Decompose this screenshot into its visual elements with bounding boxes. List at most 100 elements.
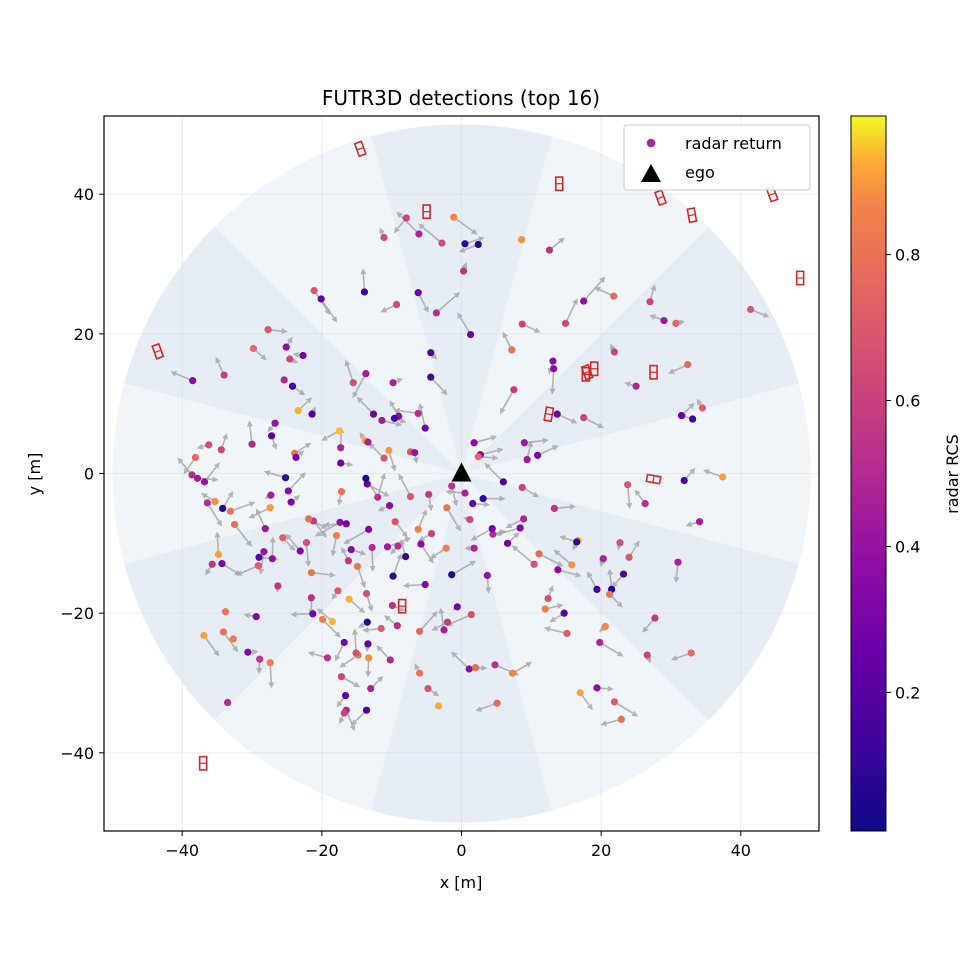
- colorbar: 0.2 0.4 0.6 0.8 radar RCS: [850, 115, 962, 832]
- velocity-arrow: [435, 291, 461, 314]
- velocity-arrow: [453, 216, 478, 235]
- radar-point: [466, 330, 475, 339]
- radar-point: [440, 626, 448, 634]
- detection-box: [543, 406, 555, 423]
- radar-point: [510, 386, 518, 394]
- radar-point: [220, 371, 228, 379]
- radar-point: [380, 454, 388, 462]
- radar-point: [625, 553, 633, 561]
- colorbar-ticks: 0.2 0.4 0.6 0.8: [886, 246, 920, 702]
- radar-point: [337, 444, 345, 452]
- radar-point: [417, 540, 425, 548]
- radar-point: [660, 316, 668, 325]
- radar-point: [352, 649, 360, 657]
- radar-point: [205, 441, 213, 449]
- radar-point: [599, 555, 607, 563]
- radar-point: [332, 532, 341, 540]
- colorbar-label: radar RCS: [943, 434, 962, 514]
- radar-point: [260, 548, 268, 556]
- radar-point: [385, 446, 393, 455]
- radar-point: [287, 498, 295, 506]
- radar-point: [698, 404, 706, 412]
- y-tick-label: −20: [60, 604, 94, 623]
- radar-point: [421, 424, 429, 432]
- velocity-arrow: [206, 502, 223, 527]
- radar-point: [267, 491, 275, 499]
- radar-point: [353, 562, 362, 570]
- radar-point: [360, 288, 369, 296]
- radar-point: [292, 453, 300, 462]
- radar-point: [385, 502, 394, 510]
- radar-point: [318, 615, 327, 624]
- radar-point: [294, 407, 302, 415]
- radar-point: [274, 582, 282, 590]
- range-sector: [461, 473, 799, 721]
- radar-point: [296, 547, 304, 555]
- radar-point: [390, 414, 399, 422]
- radar-point: [365, 525, 373, 533]
- radar-point: [244, 648, 252, 656]
- radar-point: [256, 655, 264, 663]
- detection-box: [353, 140, 367, 158]
- radar-point: [434, 702, 443, 710]
- radar-point: [203, 499, 211, 507]
- radar-point: [563, 629, 571, 637]
- range-sectors: [112, 124, 811, 823]
- radar-point: [530, 560, 538, 568]
- x-axis-label: x [m]: [440, 873, 483, 892]
- radar-point: [200, 478, 209, 486]
- radar-point: [254, 562, 262, 570]
- radar-point: [553, 410, 561, 418]
- range-sector: [461, 473, 709, 811]
- radar-point: [217, 446, 225, 454]
- radar-point: [334, 587, 342, 595]
- legend-box: [623, 124, 811, 191]
- radar-point: [689, 415, 697, 423]
- radar-point: [200, 631, 208, 640]
- range-sector: [214, 136, 462, 474]
- radar-point: [593, 585, 601, 594]
- radar-point: [610, 292, 618, 300]
- radar-point: [378, 416, 386, 425]
- velocity-arrow: [564, 298, 578, 324]
- radar-point: [392, 300, 401, 309]
- radar-point: [523, 455, 531, 464]
- radar-point: [453, 603, 461, 611]
- radar-point: [518, 483, 526, 492]
- radar-point: [677, 411, 686, 420]
- radar-point: [362, 474, 370, 482]
- detection-boxes: [151, 140, 805, 771]
- radar-point: [416, 669, 424, 677]
- radar-point: [317, 295, 325, 303]
- radar-point: [493, 699, 501, 707]
- radar-point: [651, 614, 659, 622]
- radar-point: [508, 346, 516, 354]
- radar-point: [230, 520, 239, 529]
- legend-radar-label: radar return: [685, 134, 782, 153]
- radar-point: [488, 525, 496, 533]
- plot-area: [104, 116, 819, 831]
- radar-point: [461, 240, 469, 248]
- radar-point: [342, 520, 350, 528]
- radar-point: [337, 459, 345, 467]
- radar-point: [214, 550, 223, 559]
- radar-point: [549, 357, 557, 365]
- radar-point: [280, 376, 288, 384]
- radar-point: [684, 360, 692, 369]
- radar-point: [560, 609, 568, 617]
- radar-point: [680, 476, 688, 485]
- radar-point: [550, 365, 558, 373]
- radar-point: [643, 651, 651, 659]
- radar-point: [347, 546, 355, 554]
- radar-point: [394, 542, 402, 550]
- colorbar-tick-label: 0.4: [895, 537, 920, 556]
- x-tick-label: −40: [165, 841, 199, 860]
- radar-point: [374, 493, 382, 501]
- radar-point: [377, 624, 385, 633]
- radar-point: [252, 613, 260, 621]
- radar-point: [471, 664, 480, 672]
- radar-point: [391, 518, 399, 526]
- radar-point: [687, 649, 695, 657]
- radar-point: [271, 419, 279, 427]
- radar-point: [415, 230, 423, 238]
